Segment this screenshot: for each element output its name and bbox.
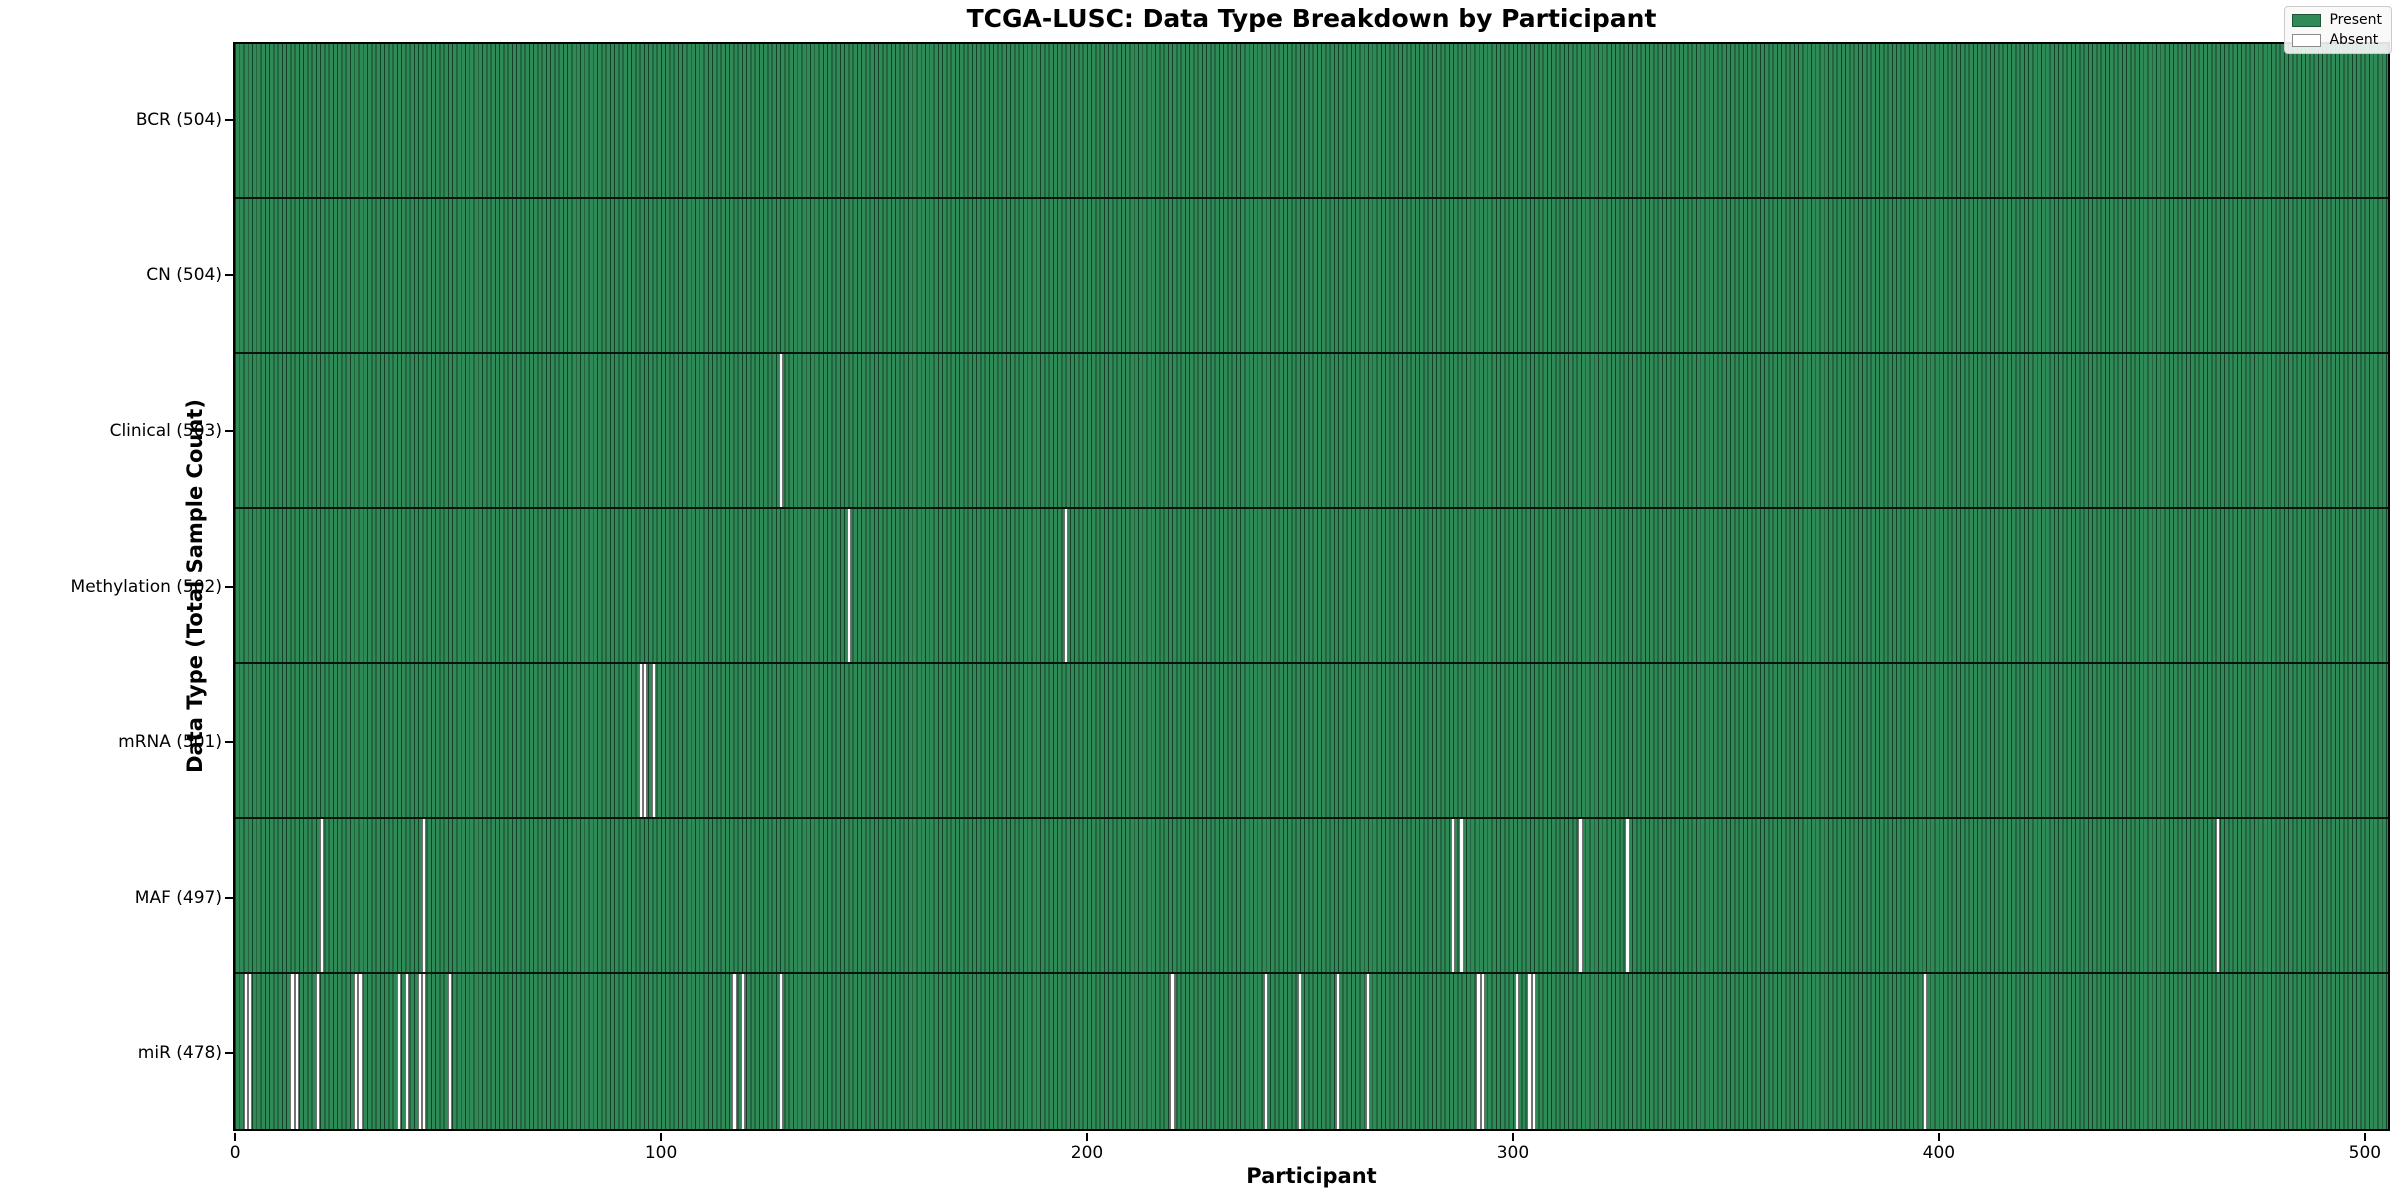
bar-edge-stripes xyxy=(235,354,2388,507)
legend-item-present: Present xyxy=(2292,12,2382,28)
y-tick-label-mrna: mRNA (501) xyxy=(118,732,222,753)
absent-marker xyxy=(422,819,427,972)
x-tick-mark xyxy=(1511,1133,1514,1141)
absent-marker xyxy=(290,974,295,1129)
y-tick-label-maf: MAF (497) xyxy=(134,887,222,908)
x-tick-label-0: 0 xyxy=(229,1143,241,1163)
y-tick-mark xyxy=(225,274,233,277)
absent-marker xyxy=(779,354,784,507)
legend: Present Absent xyxy=(2284,6,2392,54)
absent-marker xyxy=(1263,974,1269,1129)
y-tick-label-clinical: Clinical (503) xyxy=(109,420,222,441)
absent-marker xyxy=(354,974,359,1129)
x-tick-mark xyxy=(1937,1133,1940,1141)
data-type-row-clinical xyxy=(235,354,2388,509)
y-tick-label-cn: CN (504) xyxy=(146,265,222,286)
data-type-row-bcr xyxy=(235,44,2388,199)
chart-title: TCGA-LUSC: Data Type Breakdown by Partic… xyxy=(966,4,1657,33)
x-tick-mark xyxy=(234,1133,237,1141)
absent-marker xyxy=(643,664,648,817)
absent-marker xyxy=(1170,974,1175,1129)
legend-item-absent: Absent xyxy=(2292,32,2382,48)
absent-marker xyxy=(243,974,248,1129)
absent-marker xyxy=(315,974,321,1129)
absent-marker xyxy=(638,664,644,817)
plot-area xyxy=(233,42,2390,1131)
absent-marker xyxy=(779,974,784,1129)
absent-marker xyxy=(358,974,363,1129)
y-tick-mark xyxy=(225,1052,233,1055)
absent-marker xyxy=(1064,509,1069,662)
absent-swatch-icon xyxy=(2292,33,2322,47)
y-tick-label-methylation: Methylation (502) xyxy=(70,576,222,597)
data-type-row-mrna xyxy=(235,664,2388,819)
absent-marker xyxy=(320,819,325,972)
data-type-row-cn xyxy=(235,199,2388,354)
absent-marker xyxy=(247,974,252,1129)
x-tick-mark xyxy=(2363,1133,2366,1141)
bar-edge-stripes xyxy=(235,44,2388,197)
absent-marker xyxy=(1450,819,1456,972)
bar-edge-stripes xyxy=(235,819,2388,972)
x-tick-label-200: 200 xyxy=(1070,1143,1104,1163)
data-type-row-methylation xyxy=(235,509,2388,664)
absent-marker xyxy=(1527,974,1532,1129)
x-tick-label-300: 300 xyxy=(1496,1143,1530,1163)
x-tick-mark xyxy=(1086,1133,1089,1141)
x-tick-label-100: 100 xyxy=(644,1143,678,1163)
absent-marker xyxy=(1578,819,1583,972)
absent-marker xyxy=(1476,974,1481,1129)
x-axis-tick-labels: 0 100 200 300 400 500 xyxy=(229,1133,2390,1167)
absent-marker xyxy=(1297,974,1303,1129)
absent-marker xyxy=(447,974,452,1129)
data-type-row-mir xyxy=(235,974,2388,1129)
y-axis-tick-labels: BCR (504) CN (504) Clinical (503) Methylati… xyxy=(0,42,233,1131)
data-type-row-maf xyxy=(235,819,2388,974)
x-axis-title: Participant xyxy=(1246,1164,1377,1188)
absent-marker xyxy=(422,974,427,1129)
legend-label-present: Present xyxy=(2329,12,2382,28)
absent-marker xyxy=(417,974,423,1129)
absent-marker xyxy=(1365,974,1371,1129)
absent-marker xyxy=(732,974,737,1129)
y-tick-mark xyxy=(225,741,233,744)
absent-marker xyxy=(1922,974,1928,1129)
y-tick-mark xyxy=(225,118,233,121)
absent-marker xyxy=(1625,819,1630,972)
y-tick-mark xyxy=(225,896,233,899)
x-tick-mark xyxy=(660,1133,663,1141)
absent-marker xyxy=(651,664,656,817)
bar-edge-stripes xyxy=(235,664,2388,817)
absent-marker xyxy=(396,974,401,1129)
absent-marker xyxy=(1336,974,1341,1129)
bar-edge-stripes xyxy=(235,974,2388,1129)
absent-marker xyxy=(1514,974,1519,1129)
x-tick-label-400: 400 xyxy=(1922,1143,1956,1163)
absent-marker xyxy=(405,974,410,1129)
y-tick-label-bcr: BCR (504) xyxy=(135,109,222,130)
x-tick-label-500: 500 xyxy=(2348,1143,2382,1163)
absent-marker xyxy=(2216,819,2221,972)
absent-marker xyxy=(740,974,746,1129)
absent-marker xyxy=(1480,974,1485,1129)
absent-marker xyxy=(847,509,852,662)
absent-marker xyxy=(1531,974,1536,1129)
absent-marker xyxy=(1459,819,1464,972)
bar-edge-stripes xyxy=(235,509,2388,662)
y-tick-mark xyxy=(225,585,233,588)
present-swatch-icon xyxy=(2292,13,2322,27)
legend-label-absent: Absent xyxy=(2329,32,2379,48)
bar-edge-stripes xyxy=(235,199,2388,352)
y-tick-mark xyxy=(225,429,233,432)
y-tick-label-mir: miR (478) xyxy=(137,1043,222,1064)
absent-marker xyxy=(294,974,299,1129)
